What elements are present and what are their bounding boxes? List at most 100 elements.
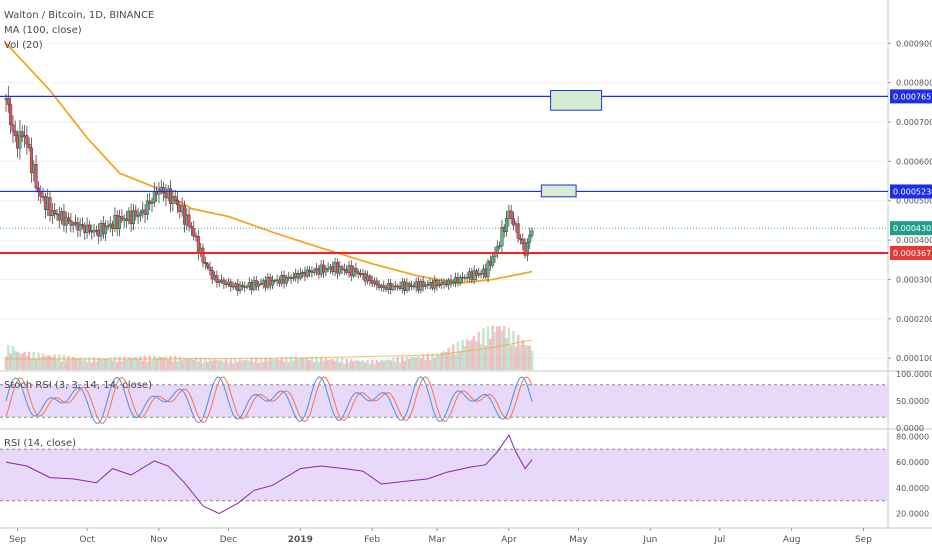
volume-bar bbox=[528, 345, 532, 370]
volume-bar bbox=[201, 363, 205, 370]
candle-body bbox=[338, 266, 342, 274]
volume-bar bbox=[519, 345, 522, 370]
volume-bar bbox=[150, 360, 154, 370]
volume-bar bbox=[173, 355, 177, 370]
volume-bar bbox=[257, 362, 260, 370]
target-box bbox=[540, 184, 577, 198]
candle-body bbox=[13, 130, 17, 136]
candle-body bbox=[53, 210, 57, 214]
volume-bar bbox=[139, 356, 142, 370]
volume-bar bbox=[319, 357, 323, 370]
ma-legend: MA (100, close) bbox=[4, 25, 82, 36]
volume-bar bbox=[192, 359, 196, 370]
volume-bar bbox=[78, 357, 82, 370]
volume-bar bbox=[39, 357, 43, 370]
volume-bar bbox=[414, 357, 418, 370]
volume-bar bbox=[463, 346, 467, 370]
candle-body bbox=[326, 267, 330, 270]
candle-body bbox=[435, 280, 439, 287]
candle-body bbox=[222, 279, 226, 285]
volume-bar bbox=[9, 353, 12, 370]
volume-bar bbox=[238, 359, 242, 370]
volume-bar bbox=[412, 357, 416, 370]
volume-bar bbox=[148, 355, 151, 370]
candle-body bbox=[210, 270, 214, 280]
volume-bar bbox=[111, 360, 114, 370]
volume-bar bbox=[53, 354, 56, 370]
stoch-rsi-legend: Stoch RSI (3, 3, 14, 14, close) bbox=[4, 380, 152, 391]
candle-body bbox=[67, 217, 71, 221]
volume-bar bbox=[317, 361, 321, 370]
stoch-tick-label: 0.0000 bbox=[896, 424, 924, 433]
volume-bar bbox=[350, 359, 353, 370]
rsi-tick-label: 60.0000 bbox=[896, 458, 929, 467]
volume-bar bbox=[88, 357, 91, 370]
volume-bar bbox=[512, 330, 515, 370]
volume-bar bbox=[125, 359, 128, 370]
time-tick-label: Jul bbox=[713, 535, 725, 545]
volume-bar bbox=[180, 360, 184, 370]
candle-body bbox=[382, 285, 386, 288]
rsi-legend: RSI (14, close) bbox=[4, 438, 77, 449]
candle-body bbox=[291, 276, 295, 279]
volume-bar bbox=[477, 331, 481, 370]
candle-body bbox=[312, 269, 316, 273]
volume-bar bbox=[312, 362, 316, 370]
volume-bar bbox=[250, 358, 253, 370]
volume-bar bbox=[97, 357, 100, 370]
rsi-band bbox=[0, 449, 888, 501]
volume-bar bbox=[166, 359, 170, 370]
candle-body bbox=[525, 241, 529, 256]
candle-body bbox=[375, 280, 379, 285]
volume-bar bbox=[4, 356, 8, 370]
rsi-tick-label: 40.0000 bbox=[896, 484, 929, 493]
volume-bar bbox=[34, 359, 38, 370]
volume-bar bbox=[343, 363, 346, 370]
volume-bar bbox=[509, 345, 513, 370]
volume-bar bbox=[375, 359, 379, 370]
volume-bar bbox=[338, 362, 342, 370]
volume-bar bbox=[190, 358, 193, 370]
candle-body bbox=[192, 228, 196, 237]
volume-bar bbox=[305, 357, 309, 370]
volume-bar bbox=[377, 362, 381, 370]
candle-body bbox=[449, 279, 453, 284]
volume-bar bbox=[245, 359, 249, 370]
candle-body bbox=[69, 220, 73, 226]
target-box bbox=[550, 90, 603, 111]
volume-bar bbox=[359, 361, 362, 370]
volume-bar bbox=[442, 351, 446, 370]
volume-bar bbox=[32, 351, 36, 370]
candle-body bbox=[138, 212, 142, 216]
candle-body bbox=[34, 164, 38, 189]
volume-bar bbox=[271, 359, 274, 370]
candle-body bbox=[528, 234, 532, 243]
rsi-tick-label: 20.0000 bbox=[896, 510, 929, 519]
volume-bar bbox=[287, 362, 291, 370]
volume-bar bbox=[394, 361, 397, 370]
volume-bar bbox=[275, 357, 279, 370]
volume-bar bbox=[440, 352, 443, 370]
candle-body bbox=[498, 245, 502, 248]
candle-body bbox=[426, 284, 430, 286]
volume-bar bbox=[389, 360, 392, 370]
volume-bar bbox=[299, 357, 302, 370]
time-tick-label: Apr bbox=[501, 535, 517, 545]
volume-bar bbox=[217, 360, 221, 370]
candle-body bbox=[157, 190, 161, 195]
volume-bar bbox=[449, 352, 453, 370]
volume-bar bbox=[199, 357, 202, 370]
volume-bar bbox=[280, 357, 284, 370]
volume-bar bbox=[13, 350, 17, 370]
candle-body bbox=[6, 98, 10, 105]
time-tick-label: Aug bbox=[783, 535, 801, 545]
volume-bar bbox=[176, 361, 179, 370]
volume-bar bbox=[479, 343, 483, 370]
stoch-tick-label: 100.0000 bbox=[896, 370, 932, 379]
volume-bar bbox=[428, 360, 432, 370]
